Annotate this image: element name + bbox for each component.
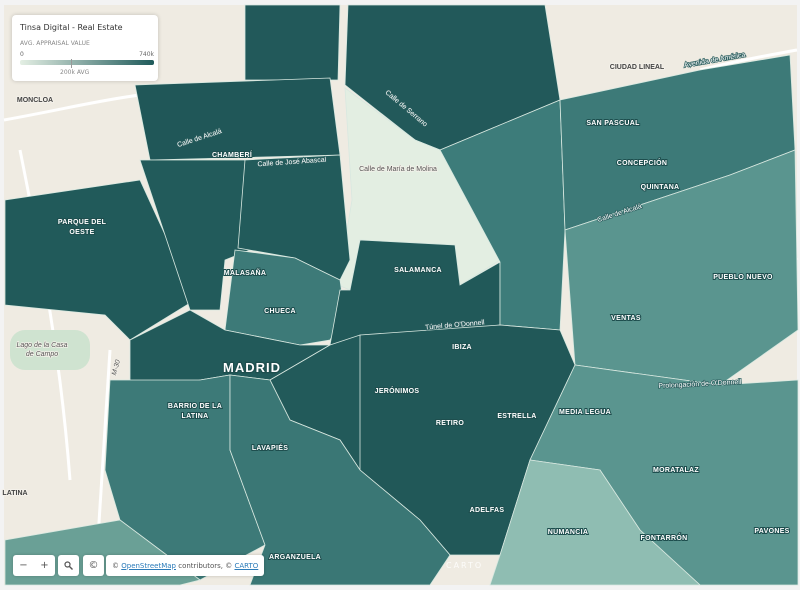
place-label: JERÓNIMOS bbox=[375, 386, 420, 395]
place-labels: CIUDAD LINEAL MONCLOA CHAMBERÍ PARQUE DE… bbox=[1, 63, 790, 562]
search-button[interactable] bbox=[58, 555, 79, 576]
street-label: Lago de la Casa bbox=[17, 342, 68, 349]
legend-max: 740k bbox=[139, 51, 154, 58]
place-label: NUMANCIA bbox=[548, 529, 589, 536]
legend-subtitle: AVG. APPRAISAL VALUE bbox=[20, 40, 90, 47]
zoom-in-button[interactable]: + bbox=[40, 560, 49, 571]
legend-min: 0 bbox=[20, 51, 24, 58]
place-label: BARRIO DE LA bbox=[168, 403, 222, 410]
place-label: MALASAÑA bbox=[224, 268, 266, 277]
place-label: PAVONES bbox=[754, 528, 789, 535]
district bbox=[489, 459, 702, 586]
zoom-control: − + bbox=[13, 555, 55, 576]
legend-gradient bbox=[20, 60, 154, 65]
attribution: © OpenStreetMap contributors, © CARTO bbox=[106, 555, 265, 576]
place-label: QUINTANA bbox=[641, 184, 680, 191]
watermark: CARTO bbox=[446, 561, 484, 570]
attribution-text: contributors, © bbox=[178, 561, 233, 570]
place-label: CIUDAD LINEAL bbox=[610, 64, 665, 71]
place-label: ADELFAS bbox=[470, 507, 505, 514]
search-icon bbox=[64, 561, 73, 570]
legend-average-tick bbox=[71, 59, 72, 68]
street-label: Calle de María de Molina bbox=[359, 166, 437, 173]
district bbox=[229, 374, 451, 586]
place-label: VENTAS bbox=[611, 315, 641, 322]
city-label: MADRID bbox=[223, 360, 281, 375]
street-label: de Campo bbox=[26, 351, 58, 358]
legend-title: Tinsa Digital - Real Estate bbox=[20, 23, 123, 32]
info-button[interactable]: © bbox=[83, 555, 104, 576]
legend-average: 200k AVG bbox=[60, 69, 90, 76]
district bbox=[134, 77, 341, 161]
zoom-out-button[interactable]: − bbox=[19, 560, 28, 571]
place-label: OESTE bbox=[69, 229, 94, 236]
place-label: FONTARRÓN bbox=[641, 533, 688, 542]
park bbox=[10, 330, 90, 370]
place-label: MONCLOA bbox=[17, 97, 53, 104]
place-label: LAVAPIÉS bbox=[252, 443, 288, 452]
district bbox=[244, 4, 341, 81]
osm-link[interactable]: OpenStreetMap bbox=[121, 561, 176, 570]
place-label: CHUECA bbox=[264, 308, 296, 315]
place-label: SALAMANCA bbox=[394, 267, 442, 274]
districts bbox=[4, 4, 799, 586]
legend: Tinsa Digital - Real Estate AVG. APPRAIS… bbox=[12, 15, 158, 81]
place-label: LATINA bbox=[182, 413, 209, 420]
attribution-prefix: © bbox=[112, 561, 119, 570]
place-label: CONCEPCIÓN bbox=[617, 158, 667, 167]
place-label: PARQUE DEL bbox=[58, 219, 107, 226]
place-label: MEDIA LEGUA bbox=[559, 409, 611, 416]
place-label: MORATALAZ bbox=[653, 467, 699, 474]
place-label: SAN PASCUAL bbox=[586, 120, 640, 127]
carto-link[interactable]: CARTO bbox=[234, 561, 259, 570]
place-label: IBIZA bbox=[452, 344, 472, 351]
place-label: ARGANZUELA bbox=[269, 554, 321, 561]
info-icon: © bbox=[88, 560, 99, 571]
place-label: CHAMBERÍ bbox=[212, 150, 253, 159]
place-label: PUEBLO NUEVO bbox=[713, 274, 773, 281]
place-label: RETIRO bbox=[436, 420, 464, 427]
place-label: LATINA bbox=[2, 490, 27, 497]
place-label: ESTRELLA bbox=[497, 413, 536, 420]
